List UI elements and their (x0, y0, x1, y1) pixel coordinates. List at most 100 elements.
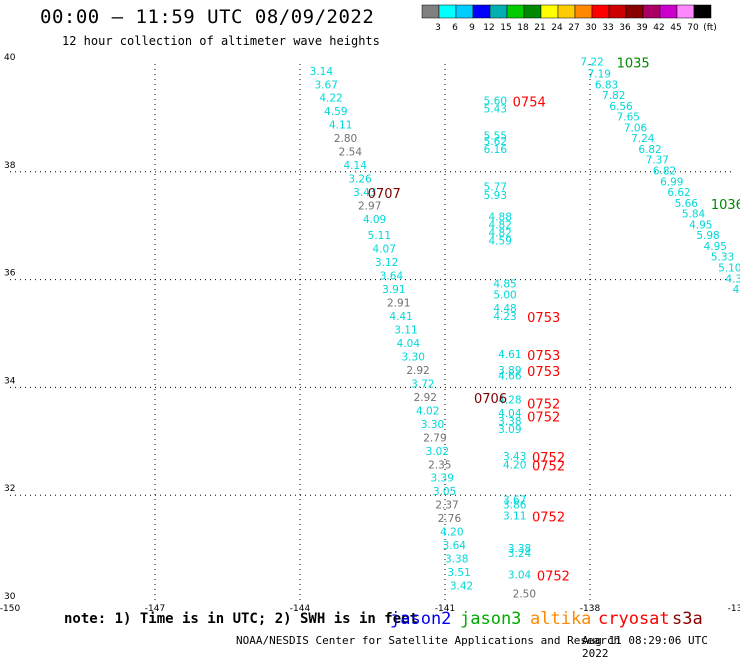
wave-height-label: 4.59 (489, 236, 512, 248)
wave-height-label: 2.35 (428, 459, 451, 471)
legend-label: 45 (670, 23, 681, 33)
wave-height-label: 3.05 (433, 486, 456, 498)
time-label: 0752 (537, 570, 570, 585)
wave-height-label: 3.38 (445, 554, 468, 566)
mission-cryosat: cryosat (598, 609, 670, 629)
wave-height-label: 2.50 (513, 589, 536, 601)
wave-height-label: 3.64 (380, 271, 404, 283)
wave-height-label: 7.22 (580, 57, 603, 69)
legend-label: 27 (568, 23, 579, 33)
wave-height-label: 4.20 (503, 459, 526, 471)
legend-label: (ft) (703, 23, 717, 33)
timestamp-text: Aug 11 08:29:06 UTC 2022 (582, 634, 740, 660)
wave-height-label: 2.79 (423, 432, 446, 444)
wave-height-label: 3.39 (431, 473, 454, 485)
legend-swatch (575, 5, 592, 18)
wave-height-label: 6.16 (484, 144, 508, 156)
wave-height-label: 4.41 (389, 311, 412, 323)
wave-height-label: 3.72 (411, 378, 434, 390)
wave-height-label: 5.00 (493, 289, 516, 301)
wave-height-label: 4.66 (498, 370, 522, 382)
legend-swatch (473, 5, 490, 18)
legend-swatch (439, 5, 456, 18)
wave-height-label: 3.09 (498, 424, 521, 436)
y-tick-label: 38 (4, 161, 16, 171)
wave-height-label: 3.26 (348, 174, 372, 186)
wave-height-label: 3.51 (447, 567, 470, 579)
wave-height-label: 2.91 (387, 298, 410, 310)
time-label: 0753 (527, 365, 560, 380)
y-tick-label: 32 (4, 484, 15, 494)
legend-label: 36 (619, 23, 631, 33)
x-tick-label: -13 (728, 604, 740, 614)
legend-label: 42 (653, 23, 664, 33)
wave-height-label: 2.54 (339, 147, 363, 159)
time-label: 0752 (532, 510, 565, 525)
mission-altika: altika (530, 609, 591, 629)
footer-note: note: 1) Time is in UTC; 2) SWH is in fe… (64, 611, 418, 627)
wave-height-label: 3.67 (315, 79, 338, 91)
wave-height-label: 3.12 (375, 257, 398, 269)
chart-title: 00:00 – 11:59 UTC 08/09/2022 (40, 6, 374, 28)
legend-label: 12 (483, 23, 494, 33)
wave-height-label: 5.11 (368, 230, 391, 242)
wave-height-label: 3.42 (450, 581, 473, 593)
wave-height-label: 4.11 (329, 120, 352, 132)
wave-height-label: 3.91 (382, 284, 405, 296)
time-label: 0753 (527, 311, 560, 326)
wave-height-label: 4.09 (363, 214, 386, 226)
wave-height-label: 3.30 (402, 351, 425, 363)
wave-height-label: 3.04 (508, 570, 532, 582)
chart-subtitle: 12 hour collection of altimeter wave hei… (62, 34, 380, 48)
legend-label: 9 (469, 23, 475, 33)
legend-swatch (694, 5, 711, 18)
wave-height-label: 4.59 (324, 106, 347, 118)
wave-height-label: 4.61 (498, 349, 521, 361)
wave-height-label: 2.80 (334, 133, 357, 145)
legend-label: 70 (687, 23, 699, 33)
wave-height-label: 4.14 (344, 160, 368, 172)
legend-swatch (592, 5, 609, 18)
time-label: 1036 (711, 198, 740, 213)
wave-height-label: 3.11 (503, 510, 526, 522)
legend-label: 6 (452, 23, 458, 33)
legend-swatch (507, 5, 524, 18)
wave-height-label: 4.22 (319, 93, 342, 105)
time-labels: 0707075407060753075307530752075207520752… (368, 57, 740, 585)
wave-height-label: 4.20 (440, 527, 463, 539)
y-tick-label: 34 (4, 376, 16, 386)
legend-swatch (558, 5, 575, 18)
legend-label: 15 (500, 23, 511, 33)
x-tick-label: -150 (0, 604, 20, 614)
legend-swatch (456, 5, 473, 18)
wave-height-label: 4.23 (493, 311, 516, 323)
time-label: 0754 (513, 95, 546, 110)
wave-height-label: 3.24 (508, 548, 532, 560)
y-tick-label: 36 (4, 269, 16, 279)
wave-height-label: 4.04 (397, 338, 421, 350)
legend-swatch (541, 5, 558, 18)
legend-label: 18 (517, 23, 529, 33)
wave-height-label: 2.92 (414, 392, 437, 404)
time-label: 1035 (617, 57, 650, 72)
wave-height-label: 3.64 (443, 540, 467, 552)
mission-s3a: s3a (672, 609, 703, 629)
time-label: 0752 (527, 411, 560, 426)
wave-height-label: 2.97 (358, 201, 381, 213)
wave-height-label: 4.07 (373, 244, 396, 256)
legend-label: 24 (551, 23, 563, 33)
legend-swatch (643, 5, 660, 18)
legend-label: 39 (636, 23, 648, 33)
wave-height-label: 3.02 (426, 446, 449, 458)
wave-height-label: 4.02 (416, 405, 439, 417)
y-tick-label: 40 (4, 53, 16, 63)
legend-swatch (626, 5, 643, 18)
legend-label: 33 (602, 23, 613, 33)
wave-height-label: 5.93 (484, 190, 507, 202)
legend-swatch (524, 5, 541, 18)
wave-height-label: 3.14 (310, 66, 334, 78)
legend-label: 21 (534, 23, 545, 33)
wave-height-label: 3.11 (394, 325, 417, 337)
